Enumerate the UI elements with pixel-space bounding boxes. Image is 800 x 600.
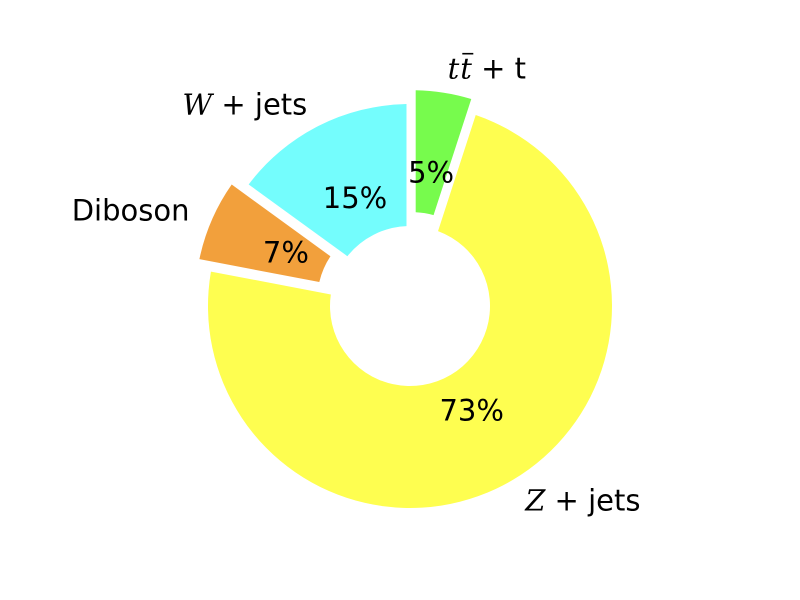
percent-labels: 5% 73% 7% 15% bbox=[263, 156, 504, 428]
pie-slice-w-jets bbox=[248, 104, 407, 257]
category-label-ttbar-t: tt + t bbox=[448, 52, 526, 86]
pie-slice-z-jets bbox=[207, 115, 612, 509]
category-label-w-jets: W + jets bbox=[182, 87, 307, 121]
percent-label-w-jets: 15% bbox=[323, 181, 387, 215]
category-label-z-jets: Z + jets bbox=[524, 484, 640, 518]
percent-label-ttbar-t: 5% bbox=[408, 156, 454, 190]
pie-slice-diboson bbox=[199, 184, 331, 283]
category-labels: tt + t Z + jets Diboson W + jets bbox=[72, 52, 641, 518]
percent-label-diboson: 7% bbox=[263, 235, 309, 269]
percent-label-z-jets: 73% bbox=[439, 393, 503, 427]
pie-slices bbox=[199, 90, 612, 509]
category-label-diboson: Diboson bbox=[72, 194, 190, 228]
pie-slice-ttbar-t bbox=[415, 90, 472, 216]
